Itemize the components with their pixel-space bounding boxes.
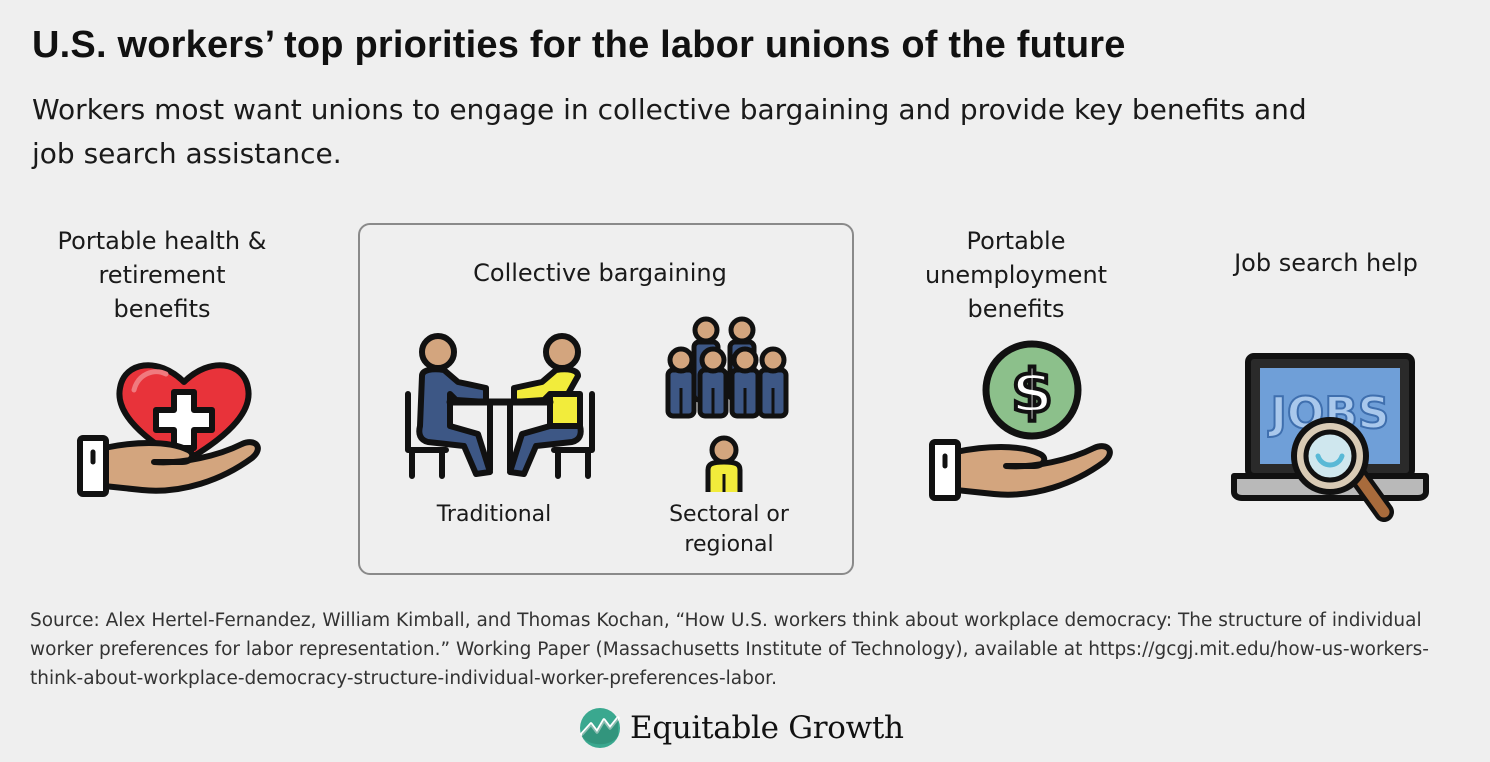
traditional-label: Traditional [436,502,552,527]
source-note: Source: Alex Hertel-Fernandez, William K… [30,610,1429,689]
brand-name: Equitable Growth [630,710,904,746]
unemployment-benefits-label: Portable unemployment benefits [924,227,1108,323]
health-benefits-label: Portable health & retirement benefits [57,227,267,323]
laptop-magnifier-icon: JOBS [1231,353,1429,522]
collective-bargaining-label: Collective bargaining [473,259,727,287]
page-subtitle: Workers most want unions to engage in co… [32,93,1307,170]
sectoral-label: Sectoral or regional [669,502,789,557]
job-search-label: Job search help [1234,249,1418,277]
dollar-hand-icon: $ [929,340,1113,501]
meeting-table-icon [405,333,595,479]
heart-hand-icon [77,362,261,497]
page-title: U.S. workers’ top priorities for the lab… [32,24,1126,66]
brand-mark-icon [580,708,620,748]
collective-bargaining-box [358,223,854,575]
svg-text:$: $ [1011,357,1053,427]
group-representative-icon [665,316,789,492]
brand-logo: Equitable Growth [578,704,904,752]
